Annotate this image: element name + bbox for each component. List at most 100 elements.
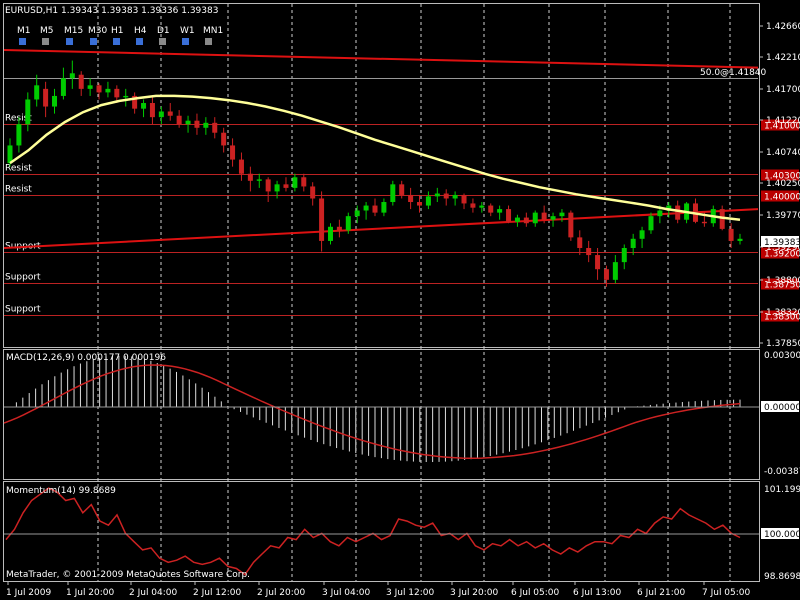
candle-body [550,216,556,220]
candle-body [381,202,387,213]
candle [541,205,547,224]
candle [408,187,414,210]
candle [559,209,565,222]
timeframe-bar: M1 M5 M15 M30 H1 H4 D1 W1 MN1 [17,26,223,45]
candle-body [203,122,209,128]
candle [336,219,342,238]
timeframe-indicator [159,38,166,45]
level-support[interactable]: Support 1.38750 [4,273,800,291]
candle-body [657,210,663,217]
candle [256,173,262,188]
time-tick-label: 2 Jul 12:00 [193,588,242,598]
timeframe-h1[interactable]: H1 [111,26,124,45]
price-tick-label: 1.39770 [766,211,800,221]
candle [586,240,592,263]
timeframe-w1[interactable]: W1 [180,26,195,45]
candle-body [532,212,538,224]
candle-body [354,210,360,217]
timeframe-label: H1 [111,26,124,36]
momentum-panel-frame [3,481,760,582]
candle-body [488,205,494,213]
candle-body [194,120,200,128]
level-resist[interactable]: Resist 1.40000 [4,185,800,203]
candle [443,189,449,206]
candles-group [7,60,743,287]
trend-line [3,48,759,69]
level-price-box [761,169,799,181]
candle-body [577,237,583,248]
level-price-box [761,119,799,131]
candle-body [603,269,609,280]
timeframe-mn1[interactable]: MN1 [203,26,223,45]
support-resistance-levels: Resist1.41000Resist1.40300Resist1.40000S… [4,78,800,323]
candle [434,187,440,203]
candle [69,60,75,89]
price-tick-label: 1.41700 [766,85,800,95]
candle-body [167,111,173,116]
level-price-label: 1.40300 [764,172,800,182]
timeframe-m15[interactable]: M15 [64,26,83,45]
candle-body [719,209,725,229]
candle [363,202,369,220]
candle [149,97,155,125]
price-panel-frame [3,3,760,348]
timeframe-indicator [205,38,212,45]
timeframe-d1[interactable]: D1 [157,26,170,45]
level-name: Resist [5,185,32,195]
timeframe-label: W1 [180,26,195,36]
time-tick-label: 6 Jul 05:00 [511,588,560,598]
timeframe-m5[interactable]: M5 [40,26,54,45]
candle-body [34,85,40,100]
candle-body [265,179,271,192]
candle-body [319,198,325,241]
candle-body [7,145,13,164]
price-tick-label: 1.38320 [766,308,800,318]
candle [595,247,601,280]
candle-body [541,212,547,220]
current-price-marker: 1.39383 [761,236,800,248]
candle [630,233,636,256]
candle-body [96,85,102,93]
candle [43,81,49,118]
timeframe-m30[interactable]: M30 [88,26,107,45]
timeframe-m1[interactable]: M1 [17,26,31,45]
candle [603,265,609,287]
candle [728,223,734,248]
candle [123,88,129,107]
timeframe-label: H4 [134,26,147,36]
price-tick-label: 1.40740 [766,148,800,158]
candle-body [372,205,378,213]
candle-body [639,230,645,239]
timeframe-indicator [90,38,97,45]
candle-body [123,95,129,98]
candle [176,110,182,128]
price-tick-label: 1.41220 [766,116,800,126]
candle-body [327,226,333,241]
candle-body [417,202,423,206]
candle-body [52,95,58,107]
level-name: Resist [5,164,32,174]
candle-body [666,205,672,211]
candle-body [701,221,707,224]
candle-body [105,88,111,93]
candle-body [230,145,236,160]
level-resist[interactable]: Resist 1.40300 [4,164,800,182]
momentum-title: Momentum(14) 99.8689 [6,486,116,496]
candle [425,191,431,210]
timeframe-h4[interactable]: H4 [134,26,147,45]
level-support[interactable]: Support 1.38300 [4,305,800,323]
candle [132,92,138,114]
level-price-label: 1.39200 [764,250,800,260]
time-tick-label: 7 Jul 05:00 [702,588,751,598]
candle [238,152,244,181]
time-tick-label: 6 Jul 13:00 [573,588,622,598]
candle-body [185,120,191,125]
level-price-label: 1.38750 [764,281,800,291]
candle-body [256,179,262,181]
candle [470,198,476,213]
trend-lines [3,48,759,249]
candle-body [728,228,734,241]
candle [479,202,485,213]
candle-body [621,247,627,263]
